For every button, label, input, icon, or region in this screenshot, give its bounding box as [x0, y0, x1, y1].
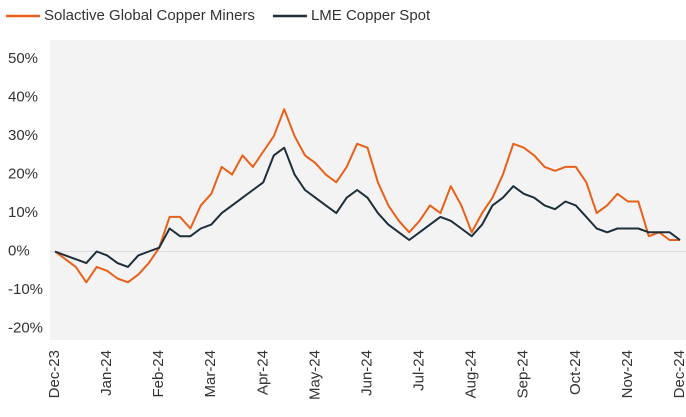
x-tick-label: Dec-23: [46, 350, 63, 398]
y-tick-label: -20%: [8, 319, 43, 336]
legend-label: LME Copper Spot: [311, 7, 431, 24]
x-tick-label: Jun-24: [358, 350, 375, 396]
x-tick-label: Mar-24: [202, 350, 219, 398]
y-tick-label: 10%: [8, 204, 38, 221]
x-tick-label: Aug-24: [463, 350, 480, 398]
x-tick-label: Feb-24: [150, 350, 167, 398]
series-line: [54, 146, 681, 268]
x-tick-label: Oct-24: [567, 350, 584, 395]
y-tick-label: 50%: [8, 50, 38, 67]
y-tick-label: 20%: [8, 166, 38, 183]
x-tick-label: Dec-24: [671, 350, 686, 398]
legend-label: Solactive Global Copper Miners: [44, 7, 255, 24]
x-tick-label: May-24: [306, 350, 323, 400]
plot-area: [50, 40, 686, 340]
x-tick-label: Apr-24: [254, 350, 271, 395]
x-tick-label: Jul-24: [411, 350, 428, 391]
x-tick-label: Nov-24: [619, 350, 636, 398]
y-tick-label: -10%: [8, 281, 43, 298]
y-tick-label: 0%: [8, 243, 30, 260]
y-tick-label: 30%: [8, 127, 38, 144]
x-tick-label: Sep-24: [515, 350, 532, 398]
y-tick-label: 40%: [8, 89, 38, 106]
x-tick-label: Jan-24: [98, 350, 115, 396]
